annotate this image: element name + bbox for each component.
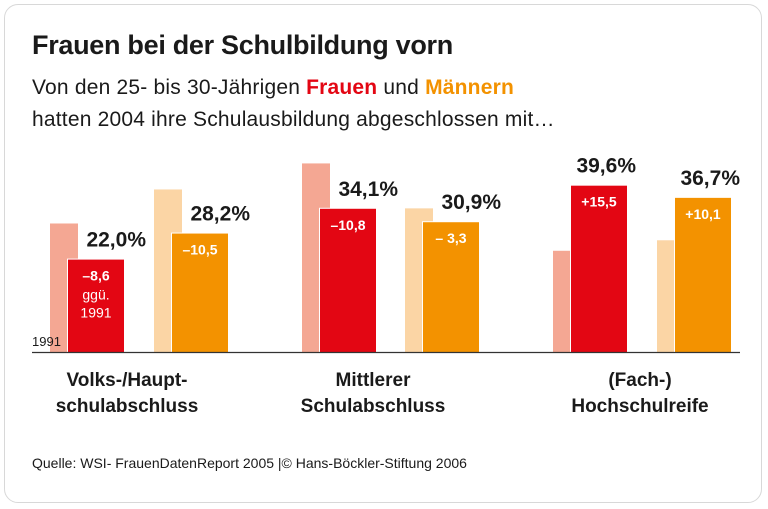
bar-frauen-2004 <box>68 259 124 352</box>
change-label-frauen: –10,8 <box>330 217 365 233</box>
category-label-1: Volks-/Haupt-schulabschluss <box>55 370 199 417</box>
change-label-frauen: +15,5 <box>581 194 617 210</box>
category-label-2: Mittlerer Schulabschluss <box>300 370 446 417</box>
change-label-maenner: –10,5 <box>182 242 217 258</box>
change-label-maenner: +10,1 <box>685 206 721 222</box>
bar-frauen-2004 <box>320 208 376 352</box>
legend-maenner: Männern <box>425 76 514 99</box>
value-label-frauen: 34,1% <box>338 178 398 201</box>
value-label-frauen: 22,0% <box>86 229 146 252</box>
bar-frauen-2004 <box>571 185 627 352</box>
chart-frame <box>4 4 762 503</box>
value-label-maenner: 30,9% <box>441 191 501 214</box>
bar-maenner-2004 <box>423 222 479 352</box>
subtitle-text-und: und <box>377 76 426 99</box>
legend-frauen: Frauen <box>306 76 378 99</box>
change-note: 1991 <box>80 305 111 321</box>
category-label-3: (Fach-) Hochschulreife <box>571 370 709 417</box>
value-label-maenner: 28,2% <box>190 203 250 226</box>
source-note: Quelle: WSI- FrauenDatenReport 2005 |© H… <box>32 455 467 471</box>
bar-maenner-2004 <box>675 197 731 352</box>
change-label-maenner: – 3,3 <box>435 230 466 246</box>
chart-title: Frauen bei der Schulbildung vorn <box>32 30 453 60</box>
subtitle-text: Von den 25- bis 30-Jährigen <box>32 76 307 99</box>
value-label-maenner: 36,7% <box>680 167 740 190</box>
subtitle-line-1: Von den 25- bis 30-Jährigen Frauen und M… <box>32 76 514 100</box>
change-label-frauen: –8,6 <box>82 268 109 284</box>
subtitle-line-2: hatten 2004 ihre Schulausbildung abgesch… <box>32 108 555 131</box>
baseline-year-label: 1991 <box>32 334 61 349</box>
value-label-frauen: 39,6% <box>576 155 636 178</box>
change-note: ggü. <box>82 287 109 303</box>
bar-maenner-2004 <box>172 233 228 352</box>
